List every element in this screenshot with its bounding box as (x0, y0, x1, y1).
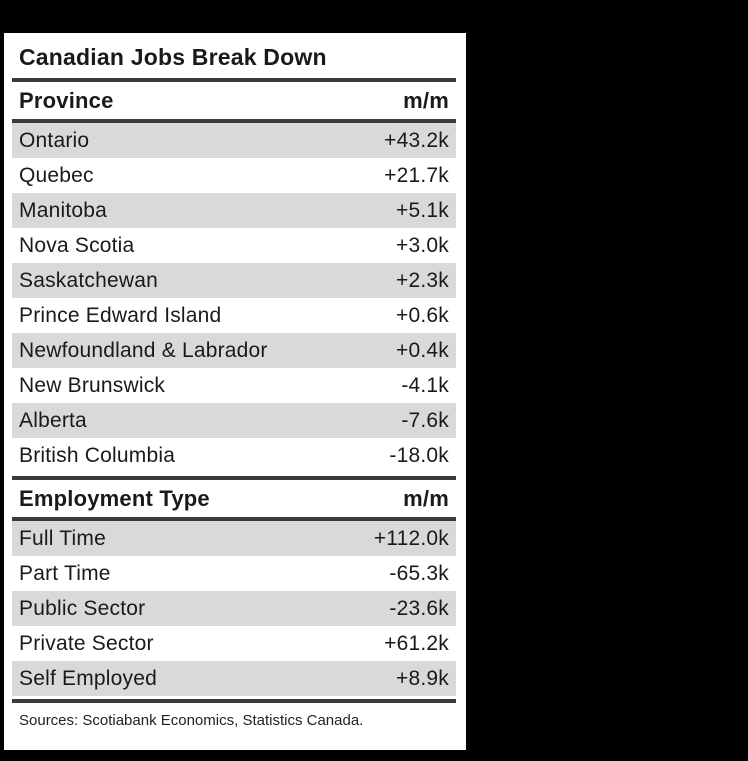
row-value: -7.6k (401, 408, 449, 432)
table-row: British Columbia -18.0k (12, 438, 456, 473)
row-value: +61.2k (384, 631, 449, 655)
row-label: British Columbia (19, 443, 176, 467)
row-label: Alberta (19, 408, 87, 432)
row-label: Public Sector (19, 596, 146, 620)
row-label: Part Time (19, 561, 111, 585)
row-value: +0.4k (396, 338, 449, 362)
title-divider (12, 78, 456, 82)
table-row: Saskatchewan +2.3k (12, 263, 456, 298)
row-value: +8.9k (396, 666, 449, 690)
row-value: -18.0k (389, 443, 449, 467)
row-label: Ontario (19, 128, 90, 152)
row-label: Quebec (19, 163, 94, 187)
table-row: Nova Scotia +3.0k (12, 228, 456, 263)
section-header-province: Province m/m (12, 82, 456, 119)
row-value: +112.0k (373, 526, 449, 550)
row-label: Nova Scotia (19, 233, 135, 257)
table-row: Private Sector +61.2k (12, 626, 456, 661)
header-divider (12, 517, 456, 521)
row-value: +3.0k (396, 233, 449, 257)
footer-divider (12, 699, 456, 703)
table-row: Self Employed +8.9k (12, 661, 456, 696)
section-header-label: Employment Type (19, 485, 210, 511)
header-divider (12, 119, 456, 123)
section-header-label: Province (19, 87, 114, 113)
source-note: Sources: Scotiabank Economics, Statistic… (19, 712, 364, 729)
section-header-unit: m/m (403, 87, 449, 113)
row-label: Full Time (19, 526, 106, 550)
row-value: -4.1k (401, 373, 449, 397)
table-row: Prince Edward Island +0.6k (12, 298, 456, 333)
row-value: +21.7k (384, 163, 449, 187)
section-header-employment-type: Employment Type m/m (12, 480, 456, 517)
row-value: -23.6k (389, 596, 449, 620)
row-label: Private Sector (19, 631, 154, 655)
table-row: New Brunswick -4.1k (12, 368, 456, 403)
jobs-table-panel: Canadian Jobs Break Down Province m/m On… (4, 33, 466, 750)
table-row: Alberta -7.6k (12, 403, 456, 438)
section-divider (12, 476, 456, 480)
table-row: Newfoundland & Labrador +0.4k (12, 333, 456, 368)
table-row: Quebec +21.7k (12, 158, 456, 193)
row-value: -65.3k (389, 561, 449, 585)
row-value: +2.3k (396, 268, 449, 292)
table-row: Part Time -65.3k (12, 556, 456, 591)
row-label: Self Employed (19, 666, 158, 690)
row-value: +0.6k (396, 303, 449, 327)
row-label: New Brunswick (19, 373, 166, 397)
row-value: +43.2k (384, 128, 449, 152)
row-label: Newfoundland & Labrador (19, 338, 268, 362)
table-row: Ontario +43.2k (12, 123, 456, 158)
row-value: +5.1k (396, 198, 449, 222)
table-row: Full Time +112.0k (12, 521, 456, 556)
table-row: Manitoba +5.1k (12, 193, 456, 228)
section-header-unit: m/m (403, 485, 449, 511)
table-title: Canadian Jobs Break Down (19, 44, 327, 70)
row-label: Prince Edward Island (19, 303, 222, 327)
row-label: Saskatchewan (19, 268, 158, 292)
table-row: Public Sector -23.6k (12, 591, 456, 626)
row-label: Manitoba (19, 198, 107, 222)
